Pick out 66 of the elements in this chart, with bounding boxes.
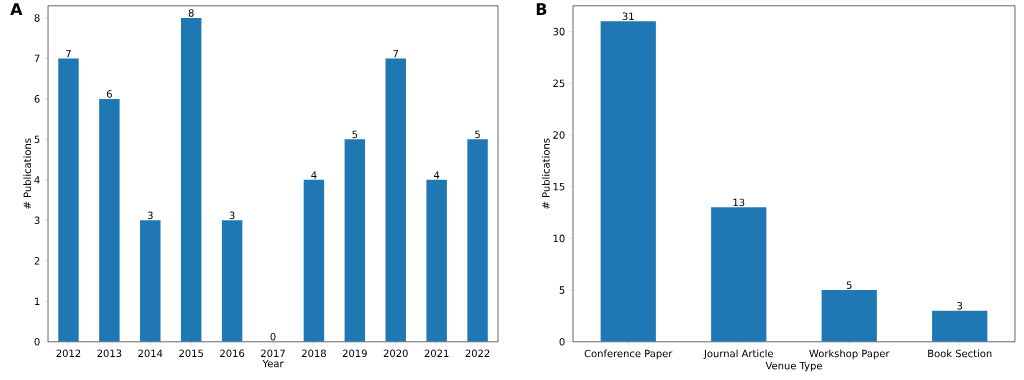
data-label: 7	[66, 50, 71, 58]
data-label: 3	[957, 302, 963, 310]
x-tick-label: 2015	[179, 349, 203, 358]
bar	[344, 139, 366, 342]
bar	[711, 207, 767, 342]
y-tick-label: 25	[553, 79, 565, 88]
y-tick-label: 5	[559, 286, 565, 294]
bar	[99, 99, 120, 342]
y-tick-label: 5	[34, 135, 40, 144]
x-tick-label: 2016	[220, 349, 245, 358]
bar	[58, 58, 79, 342]
y-tick-label: 4	[34, 176, 40, 184]
y-axis-title: # Publications	[542, 138, 550, 209]
bar	[426, 179, 447, 342]
y-tick-label: 1	[35, 297, 40, 306]
data-label: 0	[270, 333, 276, 341]
y-tick-label: 3	[34, 216, 40, 225]
bar	[467, 139, 488, 342]
x-tick-label: 2022	[465, 349, 490, 358]
data-label: 5	[475, 130, 480, 139]
bar	[180, 18, 202, 342]
chart-title: A	[10, 3, 23, 16]
x-axis-title: Venue Type	[765, 362, 822, 372]
y-tick-label: 0	[34, 338, 40, 346]
y-tick-label: 6	[34, 95, 40, 103]
y-tick-label: 8	[34, 14, 40, 22]
y-tick-label: 0	[559, 338, 565, 346]
bar	[303, 179, 325, 342]
x-tick-label: 2017	[261, 349, 285, 358]
data-label: 13	[733, 198, 745, 207]
y-tick-label: 15	[553, 183, 565, 191]
data-label: 4	[433, 171, 440, 179]
data-label: 6	[106, 90, 112, 98]
x-tick-label: 2021	[424, 349, 449, 358]
y-tick-label: 10	[553, 234, 565, 243]
bar	[385, 58, 406, 342]
x-tick-label: 2014	[138, 349, 163, 358]
x-tick-label: Journal Article	[703, 349, 774, 360]
data-label: 4	[311, 171, 317, 179]
bar	[932, 310, 988, 342]
x-tick-label: Book Section	[928, 349, 992, 358]
x-tick-label: 2018	[301, 349, 326, 358]
data-label: 5	[846, 281, 852, 289]
x-tick-label: 2020	[383, 349, 408, 358]
x-axis-title: Year	[262, 360, 284, 368]
data-label: 3	[147, 211, 153, 220]
x-tick-label: 2012	[56, 349, 81, 358]
y-tick-label: 30	[553, 27, 565, 36]
bar	[821, 290, 877, 342]
x-tick-label: Conference Paper	[584, 349, 673, 360]
data-label: 8	[188, 9, 194, 17]
y-axis-title: # Publications	[23, 138, 32, 209]
x-tick-label: Workshop Paper	[809, 349, 890, 360]
x-tick-label: 2013	[97, 349, 122, 358]
bar	[140, 220, 161, 342]
data-label: 31	[622, 12, 634, 21]
data-label: 7	[393, 50, 399, 58]
bar	[600, 21, 656, 342]
y-tick-label: 2	[34, 257, 40, 265]
data-label: 5	[352, 130, 358, 139]
chart-title: B	[536, 3, 547, 16]
bar	[221, 220, 243, 342]
x-tick-label: 2019	[342, 349, 367, 358]
y-tick-label: 7	[34, 54, 40, 63]
data-label: 3	[229, 211, 235, 220]
y-tick-label: 20	[553, 131, 565, 139]
